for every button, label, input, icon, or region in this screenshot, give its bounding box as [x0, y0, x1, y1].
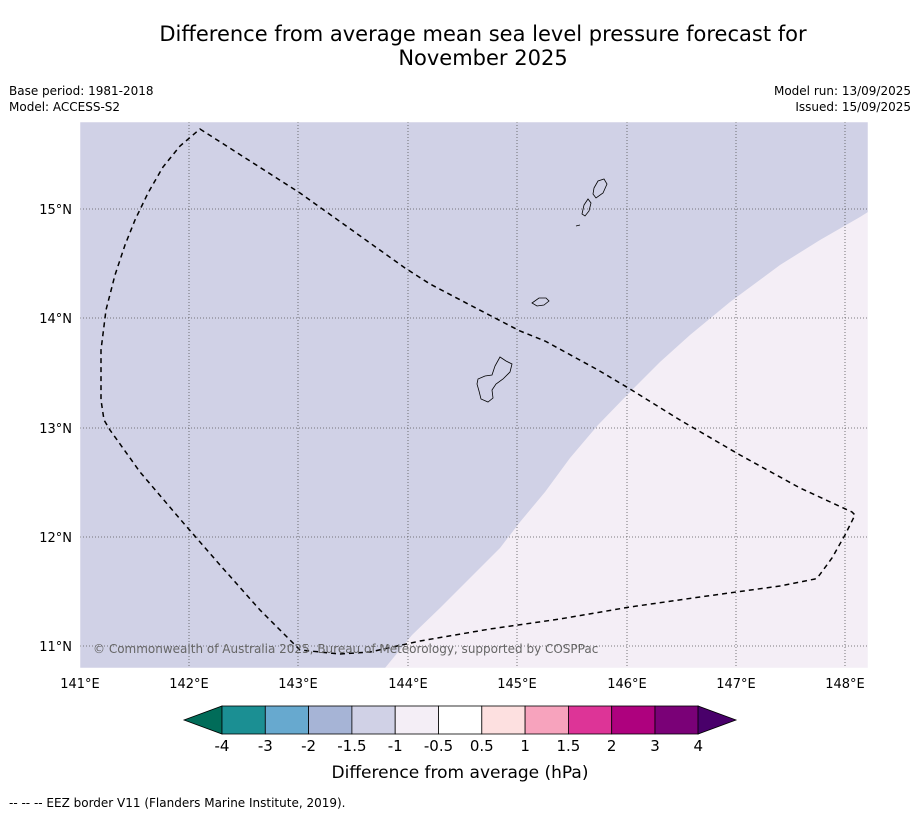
- colorbar-tick-label: 1: [520, 737, 530, 755]
- lon-label: 145°E: [497, 677, 537, 692]
- colorbar-segments: [221, 705, 699, 735]
- colorbar-under-arrow: [182, 705, 223, 735]
- colorbar-segment: [438, 705, 483, 735]
- colorbar-tick-label: 2: [607, 737, 617, 755]
- lon-label: 143°E: [278, 677, 318, 692]
- colorbar-tick-label: -1: [388, 737, 403, 755]
- colorbar-segment: [221, 705, 266, 735]
- colorbar-segment: [611, 705, 656, 735]
- lon-label: 142°E: [169, 677, 209, 692]
- lon-label: 141°E: [60, 677, 100, 692]
- islands: [476, 178, 608, 403]
- colorbar-tick-label: -2: [301, 737, 316, 755]
- map-title: Difference from average mean sea level p…: [60, 22, 906, 70]
- lon-label: 147°E: [716, 677, 756, 692]
- colorbar-segment: [568, 705, 613, 735]
- colorbar-segment: [481, 705, 526, 735]
- gridlines: [80, 122, 868, 668]
- colorbar-title: Difference from average (hPa): [332, 763, 589, 783]
- colorbar-tick-label: 0.5: [470, 737, 494, 755]
- lat-label: 12°N: [39, 531, 72, 546]
- model-name: Model: ACCESS-S2: [9, 100, 121, 114]
- copyright-text: © Commonwealth of Australia 2025, Bureau…: [93, 642, 598, 656]
- lon-labels: 141°E 142°E 143°E 144°E 145°E 146°E 147°…: [60, 677, 865, 692]
- meta-right: Model run: 13/09/2025 Issued: 15/09/2025: [774, 83, 911, 115]
- lat-label: 13°N: [39, 422, 72, 437]
- lat-label: 15°N: [39, 203, 72, 218]
- lat-label: 11°N: [39, 640, 72, 655]
- title-line-1: Difference from average mean sea level p…: [159, 22, 807, 46]
- aguijan-island: [575, 224, 581, 227]
- colorbar-over-arrow: [697, 705, 738, 735]
- colorbar-segment: [394, 705, 439, 735]
- colorbar-tick-label: -4: [215, 737, 230, 755]
- colorbar-segment: [524, 705, 569, 735]
- region-minus1-to-minus0_5: [385, 212, 868, 668]
- colorbar-ticks: -4 -3 -2 -1.5 -1 -0.5 0.5 1 1.5 2 3 4: [215, 737, 704, 755]
- colorbar-tick-label: -0.5: [424, 737, 453, 755]
- base-period: Base period: 1981-2018: [9, 84, 154, 98]
- colorbar-segment: [654, 705, 699, 735]
- colorbar-segment: [351, 705, 396, 735]
- eez-footer-note: -- -- -- EEZ border V11 (Flanders Marine…: [9, 796, 346, 810]
- issued-date: Issued: 15/09/2025: [795, 100, 911, 114]
- map-area: [80, 122, 868, 668]
- map-figure: © Commonwealth of Australia 2025, Bureau…: [39, 121, 869, 783]
- lon-label: 144°E: [388, 677, 428, 692]
- lon-label: 148°E: [825, 677, 865, 692]
- map-frame: [79, 121, 869, 669]
- model-run: Model run: 13/09/2025: [773, 84, 911, 98]
- lat-labels: 15°N 14°N 13°N 12°N 11°N: [39, 203, 72, 655]
- meta-left: Base period: 1981-2018 Model: ACCESS-S2: [9, 83, 154, 115]
- rota-island: [531, 297, 550, 307]
- saipan-island: [592, 178, 608, 199]
- colorbar-tick-label: 4: [694, 737, 704, 755]
- title-line-2: November 2025: [398, 46, 568, 70]
- lon-label: 146°E: [607, 677, 647, 692]
- tinian-island: [581, 198, 592, 217]
- colorbar: -4 -3 -2 -1.5 -1 -0.5 0.5 1 1.5 2 3 4 Difference fr…: [182, 705, 738, 783]
- colorbar-tick-label: 1.5: [556, 737, 580, 755]
- guam-island: [476, 356, 513, 403]
- colorbar-segment: [264, 705, 309, 735]
- colorbar-tick-label: -1.5: [337, 737, 366, 755]
- lat-label: 14°N: [39, 312, 72, 327]
- colorbar-tick-label: 3: [650, 737, 660, 755]
- colorbar-tick-label: -3: [258, 737, 273, 755]
- colorbar-segment: [308, 705, 353, 735]
